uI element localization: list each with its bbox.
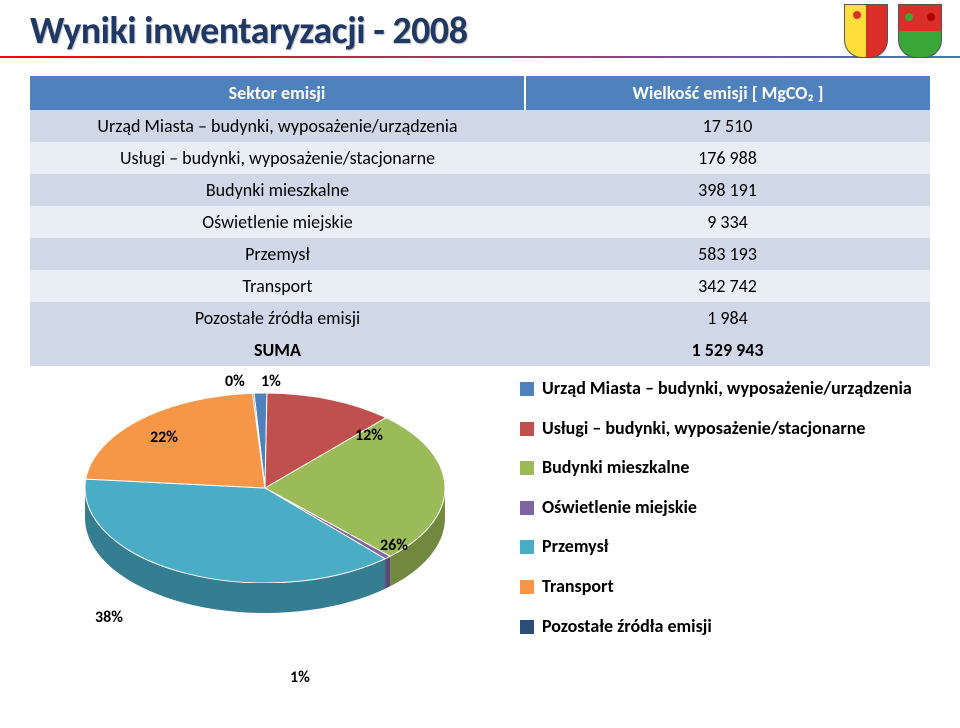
pie-pct-label: 1% (261, 372, 281, 391)
page-title: Wyniki inwentaryzacji - 2008 (30, 8, 930, 54)
legend-swatch-icon (520, 422, 534, 436)
coat-of-arms-2-icon (898, 4, 942, 58)
table-cell-value: 1 984 (525, 302, 930, 334)
table-header-value: Wielkość emisji [ MgCO₂ ] (525, 76, 930, 110)
legend: Urząd Miasta – budynki, wyposażenie/urzą… (520, 378, 960, 655)
table-cell-value: 17 510 (525, 110, 930, 142)
legend-swatch-icon (520, 620, 534, 634)
pie-3d: 1%12%26%1%38%22%0% (85, 388, 445, 698)
table-row: Transport342 742 (30, 270, 930, 302)
pie-pct-label: 38% (95, 608, 123, 627)
legend-label: Usługi – budynki, wyposażenie/stacjonarn… (542, 418, 865, 440)
table-cell-label: Urząd Miasta – budynki, wyposażenie/urzą… (30, 110, 525, 142)
table-cell-label: Transport (30, 270, 525, 302)
table-cell-label: Oświetlenie miejskie (30, 206, 525, 238)
legend-label: Urząd Miasta – budynki, wyposażenie/urzą… (542, 378, 912, 400)
table-row: Oświetlenie miejskie9 334 (30, 206, 930, 238)
table-cell-label: Usługi – budynki, wyposażenie/stacjonarn… (30, 142, 525, 174)
legend-item: Usługi – budynki, wyposażenie/stacjonarn… (520, 418, 960, 440)
table-cell-value: 9 334 (525, 206, 930, 238)
legend-swatch-icon (520, 580, 534, 594)
table-row: Budynki mieszkalne398 191 (30, 174, 930, 206)
legend-item: Pozostałe źródła emisji (520, 616, 960, 638)
legend-label: Budynki mieszkalne (542, 457, 690, 479)
coat-of-arms-1-icon (844, 4, 888, 58)
table-header-sector: Sektor emisji (30, 76, 525, 110)
emissions-table: Sektor emisji Wielkość emisji [ MgCO₂ ] … (30, 76, 930, 366)
legend-swatch-icon (520, 461, 534, 475)
legend-item: Przemysł (520, 536, 960, 558)
legend-item: Urząd Miasta – budynki, wyposażenie/urzą… (520, 378, 960, 400)
table-cell-label: Budynki mieszkalne (30, 174, 525, 206)
table-sum-value: 1 529 943 (525, 334, 930, 366)
legend-label: Transport (542, 576, 614, 598)
table-sum-row: SUMA1 529 943 (30, 334, 930, 366)
table-row: Usługi – budynki, wyposażenie/stacjonarn… (30, 142, 930, 174)
legend-item: Transport (520, 576, 960, 598)
table-cell-label: Pozostałe źródła emisji (30, 302, 525, 334)
pie-pct-label: 0% (225, 372, 245, 391)
pie-pct-label: 1% (290, 668, 310, 687)
legend-swatch-icon (520, 382, 534, 396)
pie-pct-label: 22% (150, 428, 178, 447)
pie-pct-label: 26% (380, 536, 408, 555)
table-cell-value: 583 193 (525, 238, 930, 270)
table-cell-value: 176 988 (525, 142, 930, 174)
table-row: Przemysł583 193 (30, 238, 930, 270)
legend-item: Budynki mieszkalne (520, 457, 960, 479)
content-area: Sektor emisji Wielkość emisji [ MgCO₂ ] … (0, 58, 960, 728)
table-row: Urząd Miasta – budynki, wyposażenie/urzą… (30, 110, 930, 142)
crest-group (844, 4, 942, 58)
legend-item: Oświetlenie miejskie (520, 497, 960, 519)
header-divider (0, 56, 960, 58)
legend-swatch-icon (520, 540, 534, 554)
table-cell-label: Przemysł (30, 238, 525, 270)
pie-chart-area: 1%12%26%1%38%22%0% Urząd Miasta – budynk… (30, 378, 930, 728)
legend-swatch-icon (520, 501, 534, 515)
legend-label: Oświetlenie miejskie (542, 497, 697, 519)
table-sum-label: SUMA (30, 334, 525, 366)
page-header: Wyniki inwentaryzacji - 2008 (0, 0, 960, 58)
table-cell-value: 342 742 (525, 270, 930, 302)
legend-label: Pozostałe źródła emisji (542, 616, 712, 638)
table-cell-value: 398 191 (525, 174, 930, 206)
pie-pct-label: 12% (355, 426, 383, 445)
table-row: Pozostałe źródła emisji1 984 (30, 302, 930, 334)
legend-label: Przemysł (542, 536, 609, 558)
